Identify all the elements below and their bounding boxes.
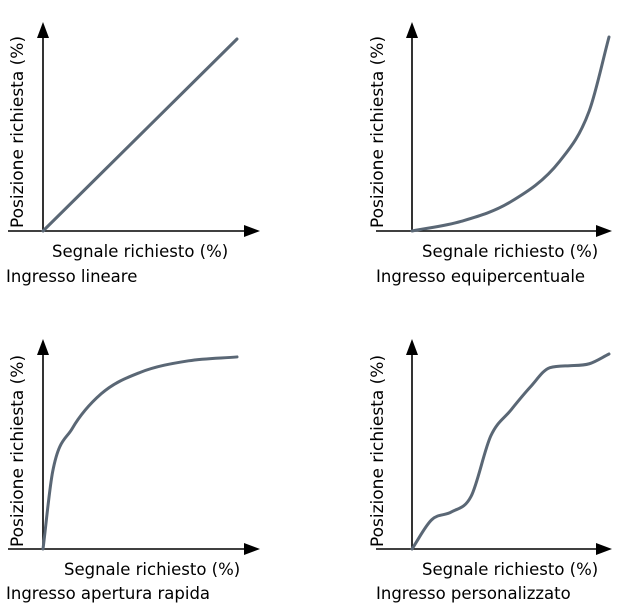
x-axis-arrow — [596, 543, 612, 555]
chart-caption: Ingresso lineare — [6, 267, 138, 286]
chart-panel-quick-opening: Posizione richiesta (%) Segnale richiest… — [0, 303, 312, 606]
series-line — [41, 37, 239, 233]
chart-panel-custom: Posizione richiesta (%) Segnale richiest… — [312, 303, 624, 606]
chart-caption: Ingresso apertura rapida — [6, 584, 211, 603]
y-axis-arrow — [37, 339, 49, 355]
y-axis-label: Posizione richiesta (%) — [8, 35, 28, 228]
series-line — [41, 355, 239, 551]
chart-plot-linear — [8, 22, 260, 237]
y-axis-label: Posizione richiesta (%) — [368, 354, 388, 547]
x-axis-label: Segnale richiesto (%) — [52, 242, 229, 261]
x-axis-label: Segnale richiesto (%) — [422, 242, 599, 261]
x-axis-label: Segnale richiesto (%) — [64, 560, 241, 579]
y-axis-label: Posizione richiesta (%) — [8, 354, 28, 547]
chart-panel-linear: Posizione richiesta (%) Segnale richiest… — [0, 0, 312, 303]
y-axis-arrow — [406, 339, 418, 355]
x-axis-label: Segnale richiesto (%) — [422, 560, 599, 579]
chart-panel-equal-percentage: Posizione richiesta (%) Segnale richiest… — [312, 0, 624, 303]
chart-caption: Ingresso equipercentuale — [376, 267, 586, 286]
chart-caption: Ingresso personalizzato — [376, 584, 571, 603]
chart-plot-custom — [376, 339, 612, 555]
chart-plot-quick-opening — [8, 339, 260, 555]
y-axis-arrow — [37, 22, 49, 38]
y-axis-arrow — [406, 22, 418, 38]
series-line — [410, 352, 611, 551]
y-axis-label: Posizione richiesta (%) — [368, 35, 388, 228]
x-axis-arrow — [596, 225, 612, 237]
series-line — [410, 35, 611, 233]
x-axis-arrow — [244, 543, 260, 555]
chart-plot-equal-percentage — [376, 22, 612, 237]
x-axis-arrow — [244, 225, 260, 237]
